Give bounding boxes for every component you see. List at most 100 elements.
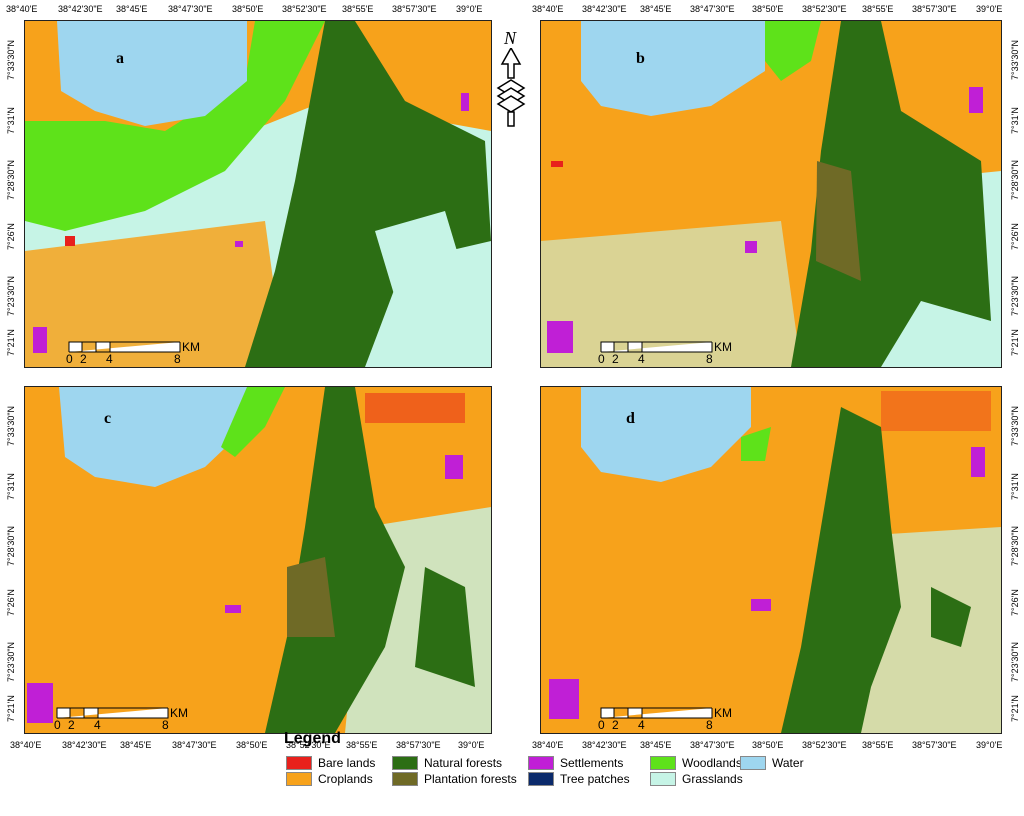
north-arrow-graphic — [496, 48, 526, 127]
scalebar-graphic — [68, 341, 181, 353]
lon-tick: 38°50'E — [752, 4, 784, 14]
legend-label: Water — [772, 756, 804, 770]
lon-tick: 38°55'E — [342, 4, 374, 14]
scale-0: 0 — [598, 352, 605, 366]
lat-tick: 7°33'30"N — [1010, 39, 1020, 80]
scalebar-a: 0 2 4 8 KM — [66, 340, 208, 370]
lat-tick: 7°33'30"N — [1010, 405, 1020, 446]
lon-tick: 38°52'30"E — [802, 740, 847, 750]
lon-tick: 38°50'E — [232, 4, 264, 14]
scale-8: 8 — [162, 718, 169, 732]
lon-tick: 38°52'30"E — [802, 4, 847, 14]
lon-tick: 38°52'30"E — [282, 4, 327, 14]
scale-unit: KM — [182, 340, 200, 354]
lon-tick: 38°47'30"E — [172, 740, 217, 750]
scale-2: 2 — [612, 352, 619, 366]
panel-label-d: d — [626, 410, 635, 427]
lon-tick: 38°52'30"E — [286, 740, 331, 750]
map-b-landcover — [541, 21, 1001, 367]
scale-2: 2 — [80, 352, 87, 366]
lat-tick: 7°23'30"N — [6, 641, 16, 682]
lat-tick: 7°21'N — [1010, 329, 1020, 356]
legend-swatch — [286, 756, 312, 770]
scale-4: 4 — [638, 718, 645, 732]
scale-4: 4 — [638, 352, 645, 366]
lat-tick: 7°23'30"N — [6, 275, 16, 316]
lon-tick: 38°40'E — [532, 740, 564, 750]
panel-label-c: c — [104, 410, 112, 427]
legend-item-bare-lands: Bare lands — [286, 756, 375, 770]
scale-2: 2 — [612, 718, 619, 732]
legend-item-natural-forests: Natural forests — [392, 756, 502, 770]
lat-tick: 7°31'N — [1010, 107, 1020, 134]
lon-tick: 38°42'30"E — [582, 740, 627, 750]
lon-tick: 38°42'30"E — [582, 4, 627, 14]
lon-tick: 38°50'E — [752, 740, 784, 750]
lon-tick: 38°57'30"E — [396, 740, 441, 750]
legend-label: Plantation forests — [424, 772, 517, 786]
map-c-landcover — [25, 387, 491, 733]
scalebar-graphic — [600, 707, 713, 719]
map-d-landcover — [541, 387, 1001, 733]
lon-tick: 38°47'30"E — [690, 4, 735, 14]
map-panel-a — [24, 20, 492, 368]
panel-label-b: b — [636, 50, 645, 67]
scale-8: 8 — [174, 352, 181, 366]
legend-label: Grasslands — [682, 772, 743, 786]
lat-tick: 7°31'N — [1010, 473, 1020, 500]
lon-tick: 38°40'E — [532, 4, 564, 14]
lat-tick: 7°26'N — [6, 589, 16, 616]
legend-title: Legend — [284, 730, 341, 747]
scale-unit: KM — [714, 340, 732, 354]
lon-tick: 39°0'E — [456, 4, 483, 14]
legend-label: Natural forests — [424, 756, 503, 770]
north-arrow-icon: N — [492, 28, 530, 128]
scale-2: 2 — [68, 718, 75, 732]
lon-tick: 38°57'30"E — [912, 740, 957, 750]
scale-8: 8 — [706, 352, 713, 366]
lat-tick: 7°26'N — [1010, 223, 1020, 250]
legend-swatch — [392, 772, 418, 786]
legend-item-water: Water — [740, 756, 804, 770]
legend-item-grasslands: Grasslands — [650, 772, 743, 786]
scale-4: 4 — [106, 352, 113, 366]
legend-swatch — [650, 756, 676, 770]
lon-tick: 39°0'E — [458, 740, 485, 750]
scalebar-c: 0 2 4 8 KM — [54, 706, 196, 736]
lon-tick: 38°40'E — [6, 4, 38, 14]
legend-swatch — [528, 756, 554, 770]
lon-tick: 39°0'E — [976, 4, 1003, 14]
scale-4: 4 — [94, 718, 101, 732]
lon-tick: 39°0'E — [976, 740, 1003, 750]
lat-tick: 7°23'30"N — [1010, 641, 1020, 682]
lat-tick: 7°33'30"N — [6, 39, 16, 80]
lon-tick: 38°55'E — [346, 740, 378, 750]
scalebar-b: 0 2 4 8 KM — [598, 340, 740, 370]
legend-label: Croplands — [318, 772, 373, 786]
lon-tick: 38°45'E — [120, 740, 152, 750]
scale-0: 0 — [598, 718, 605, 732]
scale-0: 0 — [54, 718, 61, 732]
legend-item-plantation-forests: Plantation forests — [392, 772, 517, 786]
lat-tick: 7°21'N — [1010, 695, 1020, 722]
legend-item-woodlands: Woodlands — [650, 756, 742, 770]
panel-label-a: a — [116, 50, 124, 67]
lat-tick: 7°21'N — [6, 329, 16, 356]
lat-tick: 7°33'30"N — [6, 405, 16, 446]
lon-tick: 38°55'E — [862, 740, 894, 750]
lat-tick: 7°21'N — [6, 695, 16, 722]
map-panel-d — [540, 386, 1002, 734]
lat-tick: 7°28'30"N — [6, 525, 16, 566]
lon-tick: 38°42'30"E — [58, 4, 103, 14]
scale-8: 8 — [706, 718, 713, 732]
lon-tick: 38°45'E — [640, 4, 672, 14]
legend-item-settlements: Settlements — [528, 756, 623, 770]
legend-item-croplands: Croplands — [286, 772, 373, 786]
legend-item-tree-patches: Tree patches — [528, 772, 630, 786]
legend-swatch — [740, 756, 766, 770]
lat-tick: 7°23'30"N — [1010, 275, 1020, 316]
map-panel-b — [540, 20, 1002, 368]
legend-label: Tree patches — [560, 772, 630, 786]
lon-tick: 38°50'E — [236, 740, 268, 750]
map-a-landcover — [25, 21, 491, 367]
